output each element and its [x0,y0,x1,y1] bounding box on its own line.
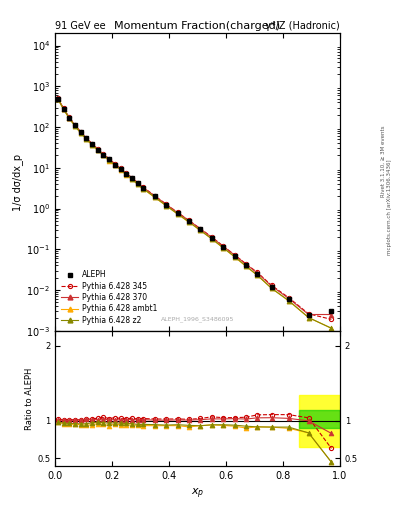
Text: ALEPH_1996_S3486095: ALEPH_1996_S3486095 [161,316,234,322]
Y-axis label: 1/σ dσ/dx_p: 1/σ dσ/dx_p [13,154,24,210]
Legend: ALEPH, Pythia 6.428 345, Pythia 6.428 370, Pythia 6.428 ambt1, Pythia 6.428 z2: ALEPH, Pythia 6.428 345, Pythia 6.428 37… [59,268,160,327]
Text: γ*/Z (Hadronic): γ*/Z (Hadronic) [265,20,340,31]
Bar [299,410,340,429]
Y-axis label: Ratio to ALEPH: Ratio to ALEPH [25,367,34,430]
Text: Rivet 3.1.10, ≥ 3M events: Rivet 3.1.10, ≥ 3M events [381,126,386,197]
Text: 91 GeV ee: 91 GeV ee [55,20,106,31]
Bar [299,395,340,447]
Title: Momentum Fraction(charged): Momentum Fraction(charged) [114,21,281,31]
X-axis label: $x_p$: $x_p$ [191,486,204,501]
Text: mcplots.cern.ch [arXiv:1306.3436]: mcplots.cern.ch [arXiv:1306.3436] [387,160,391,255]
